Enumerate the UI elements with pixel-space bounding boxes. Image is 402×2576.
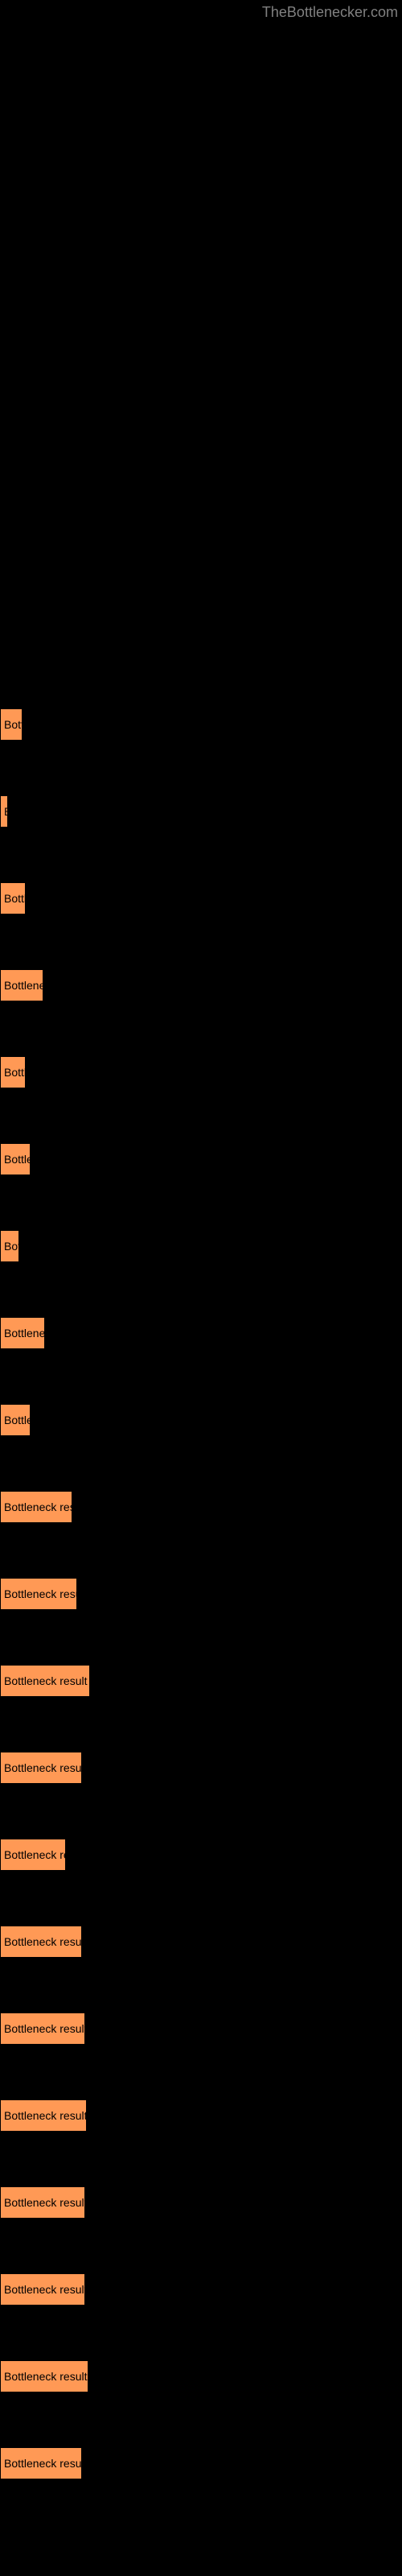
bar-label: Bottle bbox=[4, 1066, 26, 1079]
bar: Bottl bbox=[0, 708, 23, 741]
bar-label: Bottleneck bbox=[4, 1327, 45, 1340]
bar-row: Bottleneck result bbox=[0, 2099, 402, 2132]
watermark: TheBottlenecker.com bbox=[262, 4, 398, 21]
bar-row: Bottl bbox=[0, 708, 402, 741]
bar: Bottleneck result bbox=[0, 2099, 87, 2132]
bar-row: Bottleneck bbox=[0, 1317, 402, 1349]
bar-row: Bottlenec bbox=[0, 969, 402, 1001]
bar-chart: Bottl B Bottler Bottlenec Bottle Bottlene Bott… bbox=[0, 0, 402, 2479]
bar-label: B bbox=[4, 805, 8, 818]
bar-row: B bbox=[0, 795, 402, 828]
bar-label: Bottleneck result bbox=[4, 2196, 85, 2209]
bar-label: Bottlen bbox=[4, 1414, 31, 1426]
bar: B bbox=[0, 795, 8, 828]
bar-label: Bottleneck result bbox=[4, 1761, 82, 1774]
bar: Bottleneck result bbox=[0, 2360, 88, 2392]
bar-label: Bottleneck result bbox=[4, 2370, 88, 2383]
bar-label: Bottler bbox=[4, 892, 26, 905]
bar-row: Bottleneck result bbox=[0, 1665, 402, 1697]
bar-row: Bottleneck result bbox=[0, 2447, 402, 2479]
bar-label: Bottleneck result bbox=[4, 1674, 88, 1687]
bar-row: Bottleneck result bbox=[0, 1752, 402, 1784]
bar-label: Bott bbox=[4, 1240, 19, 1253]
bar: Bottleneck res bbox=[0, 1491, 72, 1523]
bar: Bottleneck result bbox=[0, 1752, 82, 1784]
bar-row: Bottleneck result bbox=[0, 2186, 402, 2219]
bar-row: Bottleneck re bbox=[0, 1839, 402, 1871]
bar-label: Bottleneck result bbox=[4, 2109, 87, 2122]
bar-row: Bottlen bbox=[0, 1404, 402, 1436]
bar: Bottlen bbox=[0, 1404, 31, 1436]
bar: Bottleneck resu bbox=[0, 1578, 77, 1610]
bar: Bottle bbox=[0, 1056, 26, 1088]
bar: Bottleneck result bbox=[0, 2273, 85, 2306]
bar: Bottleneck re bbox=[0, 1839, 66, 1871]
bar: Bottleneck bbox=[0, 1317, 45, 1349]
bar-label: Bottleneck result bbox=[4, 2457, 82, 2470]
bar-label: Bottleneck re bbox=[4, 1848, 66, 1861]
bar-row: Bottleneck result bbox=[0, 2360, 402, 2392]
bar-label: Bottleneck res bbox=[4, 1501, 72, 1513]
bar: Bottler bbox=[0, 882, 26, 914]
bar-row: Bottler bbox=[0, 882, 402, 914]
bar-row: Bottleneck result bbox=[0, 1926, 402, 1958]
bar-row: Bottlene bbox=[0, 1143, 402, 1175]
bar-label: Bottlene bbox=[4, 1153, 31, 1166]
bar: Bottleneck result bbox=[0, 2447, 82, 2479]
bar-label: Bottleneck result bbox=[4, 1935, 82, 1948]
bar-label: Bottlenec bbox=[4, 979, 43, 992]
bar-row: Bottle bbox=[0, 1056, 402, 1088]
bar: Bottlene bbox=[0, 1143, 31, 1175]
bar-label: Bottleneck resu bbox=[4, 1587, 77, 1600]
bar-label: Bottleneck result bbox=[4, 2022, 85, 2035]
bar: Bottleneck result bbox=[0, 1926, 82, 1958]
bar-row: Bottleneck result bbox=[0, 2013, 402, 2045]
bar: Bottleneck result bbox=[0, 2186, 85, 2219]
bar: Bott bbox=[0, 1230, 19, 1262]
bar-label: Bottleneck result bbox=[4, 2283, 85, 2296]
bar-row: Bottleneck resu bbox=[0, 1578, 402, 1610]
bar: Bottleneck result bbox=[0, 2013, 85, 2045]
bar-row: Bottleneck res bbox=[0, 1491, 402, 1523]
bar: Bottlenec bbox=[0, 969, 43, 1001]
bar-row: Bott bbox=[0, 1230, 402, 1262]
bar: Bottleneck result bbox=[0, 1665, 90, 1697]
bar-row: Bottleneck result bbox=[0, 2273, 402, 2306]
bar-label: Bottl bbox=[4, 718, 23, 731]
